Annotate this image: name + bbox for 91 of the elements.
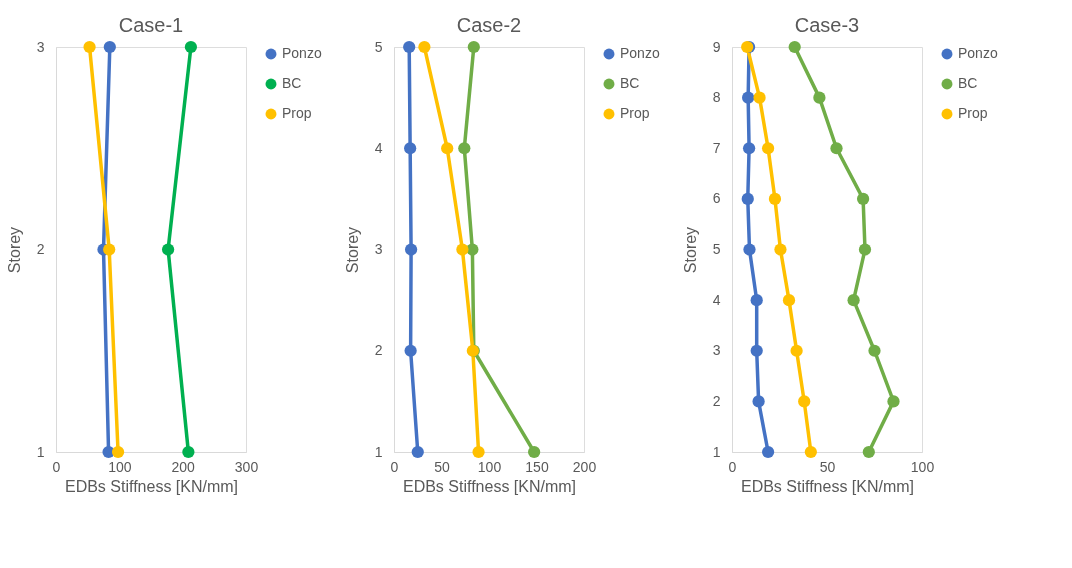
point — [742, 142, 756, 155]
legend-label: Prop — [958, 105, 988, 121]
legend-label: Ponzo — [282, 45, 322, 61]
x-tick-label: 200 — [171, 458, 196, 475]
point — [182, 445, 195, 459]
legend-label: Ponzo — [958, 45, 998, 61]
point — [741, 192, 754, 205]
point — [790, 344, 803, 357]
point — [403, 40, 416, 54]
y-tick-label: 3 — [36, 38, 45, 55]
point — [856, 192, 870, 205]
point — [404, 142, 417, 155]
point — [418, 40, 431, 54]
point — [804, 445, 817, 459]
point — [761, 445, 775, 459]
x-tick-label: 200 — [572, 458, 597, 475]
y-tick-label: 4 — [712, 291, 721, 308]
y-tick-label: 2 — [712, 392, 721, 409]
point — [111, 445, 125, 459]
y-tick-label: 2 — [36, 241, 45, 257]
y-tick-label: 3 — [712, 342, 721, 359]
point — [456, 243, 469, 256]
x-tick-label: 0 — [52, 458, 61, 475]
y-axis-title: Storey — [5, 226, 23, 274]
point — [458, 142, 471, 155]
y-tick-label: 2 — [374, 342, 383, 359]
legend-label: Prop — [620, 105, 650, 121]
y-tick-label: 7 — [712, 139, 721, 156]
x-tick-label: 0 — [390, 458, 399, 475]
x-tick-label: 100 — [910, 458, 935, 475]
point — [768, 192, 782, 205]
y-tick-label: 1 — [374, 443, 383, 460]
point — [788, 40, 801, 54]
point — [184, 40, 198, 54]
x-tick-label: 100 — [477, 458, 502, 475]
point — [528, 445, 541, 459]
x-tick-label: 50 — [434, 458, 450, 475]
point — [83, 40, 96, 54]
point — [743, 243, 756, 256]
y-axis-title: Storey — [343, 226, 361, 274]
point — [774, 243, 787, 256]
point — [404, 344, 417, 357]
y-tick-label: 6 — [712, 190, 721, 207]
point — [750, 294, 763, 307]
point — [441, 142, 454, 155]
point — [813, 91, 826, 104]
point — [862, 445, 875, 459]
point — [868, 344, 881, 357]
legend-label: BC — [282, 75, 302, 91]
legend-label: BC — [958, 75, 978, 91]
chart-title: Case-2 — [456, 14, 522, 36]
chart-title: Case-3 — [794, 14, 860, 36]
point — [404, 243, 418, 256]
point — [103, 243, 116, 256]
x-tick-label: 300 — [234, 458, 259, 475]
x-tick-label: 100 — [108, 458, 132, 475]
point — [742, 91, 755, 104]
point — [753, 91, 766, 104]
x-axis-title: EDBs Stiffness [KN/mm] — [740, 477, 915, 495]
x-axis-title: EDBs Stiffness [KN/mm] — [64, 477, 239, 495]
y-tick-label: 4 — [374, 139, 383, 156]
point — [161, 243, 175, 256]
y-tick-label: 5 — [712, 241, 721, 257]
y-tick-label: 3 — [374, 241, 383, 257]
x-tick-label: 150 — [525, 458, 549, 475]
point — [411, 445, 424, 459]
point — [472, 445, 485, 459]
x-tick-label: 0 — [728, 458, 737, 475]
y-axis-title: Storey — [681, 226, 699, 274]
x-axis-title: EDBs Stiffness [KN/mm] — [402, 477, 577, 495]
point — [847, 294, 860, 307]
point — [752, 395, 765, 408]
y-tick-label: 1 — [36, 443, 45, 460]
y-tick-label: 5 — [374, 38, 383, 55]
chart-title: Case-1 — [118, 14, 184, 36]
point — [103, 40, 116, 54]
x-tick-label: 50 — [819, 458, 836, 475]
point — [887, 395, 900, 408]
y-tick-label: 8 — [712, 89, 721, 106]
legend-label: BC — [620, 75, 640, 91]
point — [782, 294, 796, 307]
y-tick-label: 1 — [712, 443, 721, 460]
legend-label: Prop — [282, 105, 312, 121]
y-tick-label: 9 — [712, 38, 721, 55]
point — [467, 40, 480, 54]
point — [761, 142, 775, 155]
point — [830, 142, 843, 155]
point — [750, 344, 763, 357]
point — [798, 395, 811, 408]
point — [858, 243, 872, 256]
legend-label: Ponzo — [620, 45, 660, 61]
